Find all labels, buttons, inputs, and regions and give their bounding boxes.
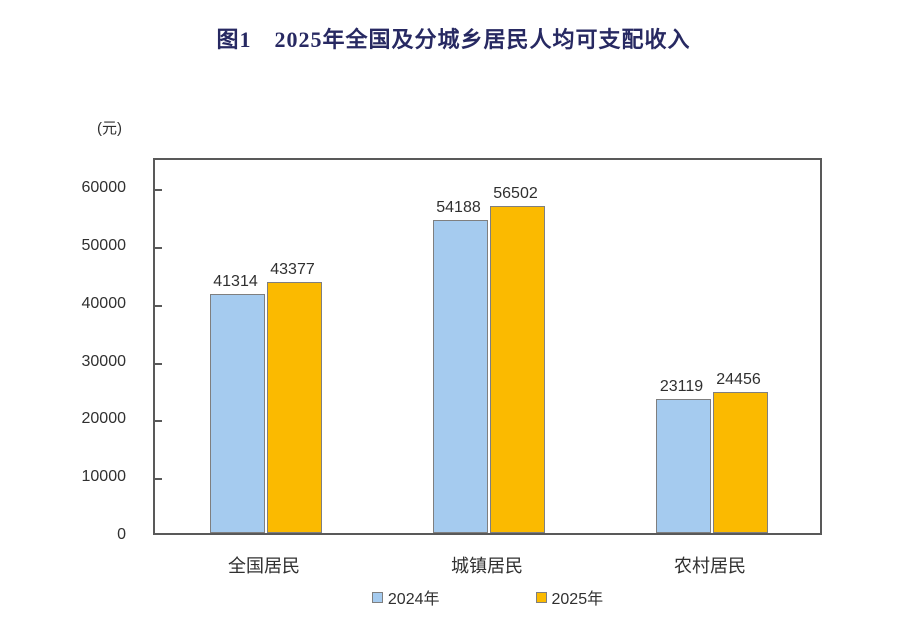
y-tick-label: 30000 <box>81 352 127 370</box>
bar-value-label: 23119 <box>659 378 704 395</box>
bar <box>210 294 265 533</box>
y-axis-unit-label: (元) <box>97 120 122 137</box>
y-tick-mark <box>155 189 162 191</box>
legend: 2024年 2025年 <box>153 585 822 609</box>
bar-value-label: 41314 <box>213 273 258 290</box>
bar <box>267 282 322 533</box>
plot-area <box>153 158 822 535</box>
x-category-label: 全国居民 <box>228 556 300 576</box>
chart-title: 图1 2025年全国及分城乡居民人均可支配收入 <box>216 27 691 52</box>
legend-item: 2024年 <box>371 585 440 609</box>
y-tick-mark <box>155 246 162 249</box>
bar <box>656 399 711 533</box>
x-category-label: 城镇居民 <box>451 556 523 576</box>
y-tick-label: 40000 <box>81 294 127 312</box>
y-tick-label: 20000 <box>81 410 127 428</box>
y-tick-mark <box>155 420 162 423</box>
y-tick-label: 0 <box>117 526 126 543</box>
legend-item: 2025年 <box>535 585 604 609</box>
legend-label: 2025年 <box>551 591 604 608</box>
bar-value-label: 56502 <box>493 185 538 202</box>
y-tick-mark <box>155 304 162 307</box>
bar <box>433 220 488 533</box>
bar-value-label: 43377 <box>270 261 315 278</box>
y-tick-label: 60000 <box>81 179 127 196</box>
y-tick-label: 10000 <box>81 468 127 486</box>
bar-value-label: 54188 <box>436 199 481 216</box>
x-category-label: 农村居民 <box>674 556 746 576</box>
y-tick-label: 50000 <box>81 236 127 254</box>
legend-label: 2024年 <box>387 591 440 608</box>
bar-value-label: 24456 <box>716 371 761 388</box>
bar <box>490 206 545 533</box>
legend-swatch <box>371 591 383 603</box>
bar <box>713 392 768 533</box>
y-tick-mark <box>155 478 162 481</box>
legend-swatch <box>535 591 547 603</box>
y-tick-mark <box>155 362 162 365</box>
